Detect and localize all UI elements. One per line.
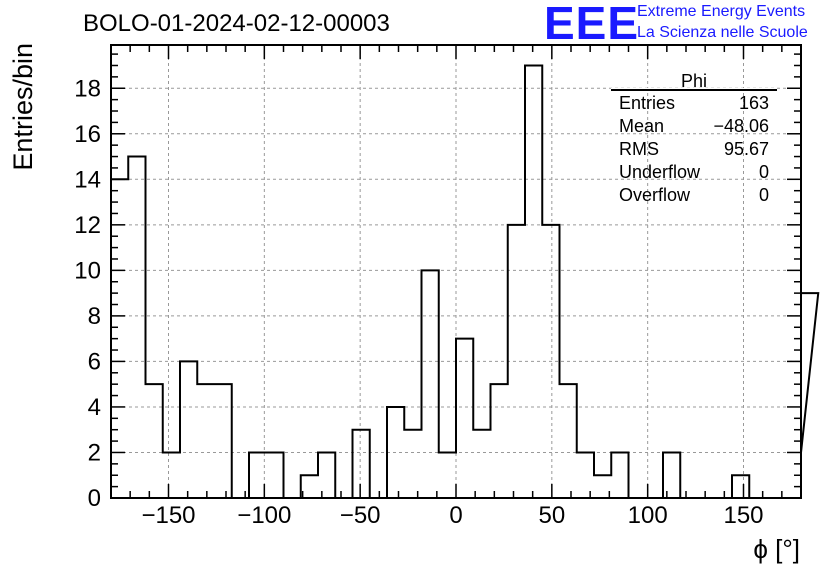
y-tick-label: 0 bbox=[88, 485, 101, 512]
histogram-bin bbox=[473, 430, 490, 498]
y-tick-label: 8 bbox=[88, 303, 101, 330]
histogram-bin bbox=[318, 452, 335, 498]
histogram-bin bbox=[128, 157, 145, 498]
stats-label: Entries bbox=[619, 93, 675, 113]
histogram-bin bbox=[508, 225, 525, 498]
histogram-bin bbox=[560, 384, 577, 498]
y-tick-label: 10 bbox=[74, 257, 101, 284]
stats-label: RMS bbox=[619, 139, 659, 159]
stats-value: 0 bbox=[759, 162, 769, 182]
stats-value: −48.06 bbox=[713, 116, 769, 136]
stats-value: 0 bbox=[759, 185, 769, 205]
histogram-bin bbox=[197, 384, 214, 498]
stats-box-name: Phi bbox=[681, 71, 707, 91]
histogram-bin bbox=[542, 225, 559, 498]
histogram-bin bbox=[422, 270, 439, 498]
stats-label: Underflow bbox=[619, 162, 701, 182]
stats-value: 95.67 bbox=[724, 139, 769, 159]
eee-logo: EEE bbox=[544, 0, 640, 49]
histogram-bin bbox=[577, 452, 594, 498]
histogram-bin bbox=[663, 452, 680, 498]
stats-label: Mean bbox=[619, 116, 664, 136]
logo-tagline-2: La Scienza nelle Scuole bbox=[637, 24, 808, 41]
histogram-bin bbox=[439, 452, 456, 498]
y-tick-label: 18 bbox=[74, 75, 101, 102]
y-tick-label: 14 bbox=[74, 166, 101, 193]
y-tick-label: 4 bbox=[88, 394, 101, 421]
chart-title: BOLO-01-2024-02-12-00003 bbox=[83, 10, 390, 37]
x-tick-label: 100 bbox=[628, 502, 668, 529]
histogram-bin bbox=[491, 384, 508, 498]
y-tick-label: 6 bbox=[88, 348, 101, 375]
histogram-bin bbox=[163, 452, 180, 498]
x-tick-label: −50 bbox=[340, 502, 381, 529]
x-tick-label: 0 bbox=[449, 502, 462, 529]
histogram-bin bbox=[180, 361, 197, 498]
histogram-outline bbox=[110, 64, 820, 499]
histogram-bin bbox=[732, 475, 749, 498]
histogram-bin bbox=[266, 452, 283, 498]
stats-value: 163 bbox=[739, 93, 769, 113]
y-axis-label: Entries/bin bbox=[8, 43, 38, 171]
histogram-bin bbox=[215, 384, 232, 498]
histogram-bin bbox=[353, 430, 370, 498]
x-tick-label: −150 bbox=[141, 502, 195, 529]
histogram-bin bbox=[404, 430, 421, 498]
x-tick-label: 150 bbox=[723, 502, 763, 529]
y-tick-label: 12 bbox=[74, 212, 101, 239]
histogram-bin bbox=[456, 339, 473, 498]
y-tick-label: 16 bbox=[74, 121, 101, 148]
stats-label: Overflow bbox=[619, 185, 691, 205]
x-tick-label: 50 bbox=[538, 502, 565, 529]
logo-tagline-1: Extreme Energy Events bbox=[637, 3, 806, 20]
x-axis-label: ϕ [°] bbox=[753, 534, 800, 564]
histogram-bin bbox=[611, 452, 628, 498]
histogram-bin bbox=[525, 65, 542, 498]
x-tick-label: −100 bbox=[237, 502, 291, 529]
histogram-bin bbox=[146, 384, 163, 498]
y-tick-label: 2 bbox=[88, 439, 101, 466]
histogram-bin bbox=[387, 407, 404, 498]
